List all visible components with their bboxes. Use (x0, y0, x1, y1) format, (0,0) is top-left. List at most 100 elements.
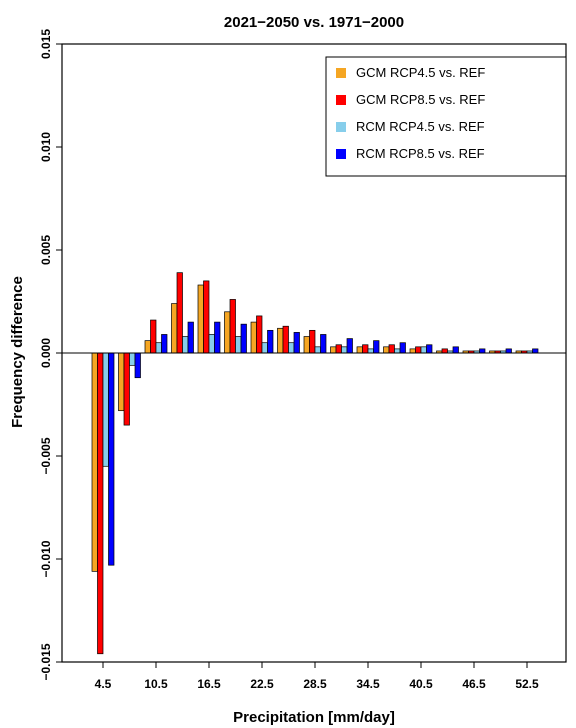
bar-group (462, 348, 486, 354)
legend-label: GCM RCP4.5 vs. REF (356, 65, 485, 80)
bar (293, 332, 300, 354)
legend-swatch (336, 95, 346, 105)
bar (277, 327, 284, 354)
bar (282, 325, 289, 354)
bar (123, 352, 130, 426)
x-tick-label: 10.5 (144, 677, 168, 691)
x-tick-label: 22.5 (250, 677, 274, 691)
bar (155, 342, 162, 354)
bar-group (250, 315, 274, 354)
bar (441, 348, 448, 354)
y-axis: −0.015 −0.010 −0.005 0.000 0.005 0.010 0.015 (39, 29, 62, 681)
bar (367, 348, 374, 354)
bar (373, 340, 380, 354)
bar (214, 321, 221, 354)
x-tick-label: 34.5 (356, 677, 380, 691)
bar (303, 336, 310, 354)
bar (341, 346, 348, 354)
bar (250, 321, 257, 354)
bar (356, 346, 363, 354)
bar-group (224, 299, 247, 354)
legend-item: RCM RCP4.5 vs. REF (336, 119, 485, 134)
x-axis: 4.5 10.5 16.5 22.5 28.5 34.5 40.5 46.5 52.5 (95, 662, 539, 691)
bar (102, 352, 109, 467)
bar-group (303, 329, 327, 354)
bar-group (409, 344, 433, 354)
bar (176, 272, 183, 354)
y-tick-label: −0.005 (39, 437, 53, 474)
bar (224, 311, 231, 354)
bar (399, 342, 406, 354)
bar (452, 346, 459, 354)
bar (330, 346, 337, 354)
x-tick-label: 28.5 (303, 677, 327, 691)
bar (420, 346, 427, 354)
bar (150, 319, 157, 354)
bar (261, 342, 268, 354)
bar (197, 284, 204, 354)
bar (240, 323, 247, 354)
bar (320, 334, 327, 354)
bar (182, 336, 189, 354)
bar (108, 352, 115, 566)
bar (505, 348, 512, 354)
bars-layer (91, 272, 539, 655)
bar-group (144, 319, 168, 354)
bar (532, 348, 539, 354)
bar (187, 321, 194, 354)
bar (409, 348, 416, 354)
legend-label: GCM RCP8.5 vs. REF (356, 92, 485, 107)
bar (479, 348, 486, 354)
bar-group (515, 348, 539, 354)
bar (161, 334, 168, 354)
x-tick-label: 52.5 (515, 677, 539, 691)
y-tick-label: 0.010 (39, 132, 53, 162)
y-tick-label: 0.000 (39, 338, 53, 368)
bar-group (436, 346, 459, 354)
bar (118, 352, 125, 412)
x-axis-label: Precipitation [mm/day] (233, 709, 395, 726)
bar (97, 352, 104, 655)
bar (144, 340, 151, 354)
bar (288, 342, 295, 354)
bar (235, 336, 242, 354)
bar (208, 334, 215, 354)
y-tick-label: −0.010 (39, 540, 53, 577)
bar-group (356, 340, 380, 354)
legend-item: GCM RCP8.5 vs. REF (336, 92, 485, 107)
y-tick-label: 0.015 (39, 29, 53, 59)
bar-group (277, 325, 300, 354)
bar-group (330, 338, 353, 354)
bar (256, 315, 263, 354)
bar (171, 303, 178, 354)
legend-swatch (336, 149, 346, 159)
legend-box (325, 56, 567, 177)
bar (267, 329, 274, 354)
legend-swatch (336, 122, 346, 132)
bar (203, 280, 210, 354)
bar (415, 346, 422, 354)
bar (388, 344, 395, 354)
bar (426, 344, 433, 354)
bar (129, 352, 136, 366)
bar-group (383, 342, 406, 354)
bar-group (197, 280, 221, 354)
x-tick-label: 46.5 (462, 677, 486, 691)
chart-title: 2021−2050 vs. 1971−2000 (224, 14, 404, 31)
x-tick-label: 40.5 (409, 677, 433, 691)
bar (394, 348, 401, 354)
bar-group (489, 348, 512, 354)
bar-group (118, 352, 141, 426)
bar (335, 344, 342, 354)
bar-group (91, 352, 115, 655)
bar (346, 338, 353, 354)
legend: GCM RCP4.5 vs. REF GCM RCP8.5 vs. REF RCM … (325, 56, 567, 177)
bar (383, 346, 390, 354)
x-tick-label: 4.5 (95, 677, 112, 691)
bar (362, 344, 369, 354)
y-axis-label: Frequency difference (9, 276, 26, 428)
bar (314, 346, 321, 354)
y-tick-label: −0.015 (39, 643, 53, 680)
legend-item: GCM RCP4.5 vs. REF (336, 65, 485, 80)
